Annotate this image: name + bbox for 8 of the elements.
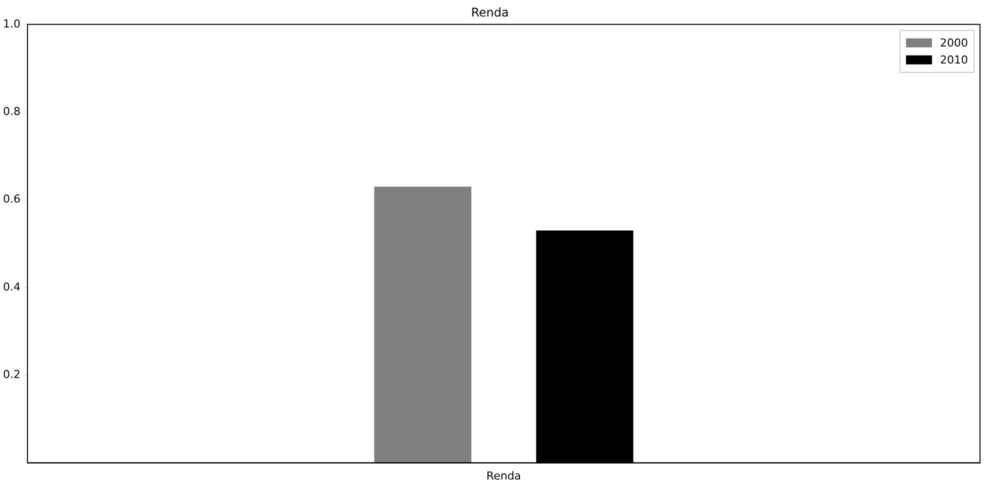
y-tick-label: 0.8 bbox=[2, 104, 20, 118]
chart-title: Renda bbox=[471, 5, 509, 20]
legend-label: 2000 bbox=[940, 36, 968, 50]
y-tick-label: 1.0 bbox=[2, 17, 20, 30]
y-tick-label: 0.2 bbox=[2, 368, 20, 381]
y-tick-label: 0.6 bbox=[2, 192, 20, 206]
y-tick-label: 0.4 bbox=[2, 280, 20, 294]
legend-label: 2010 bbox=[940, 53, 968, 66]
